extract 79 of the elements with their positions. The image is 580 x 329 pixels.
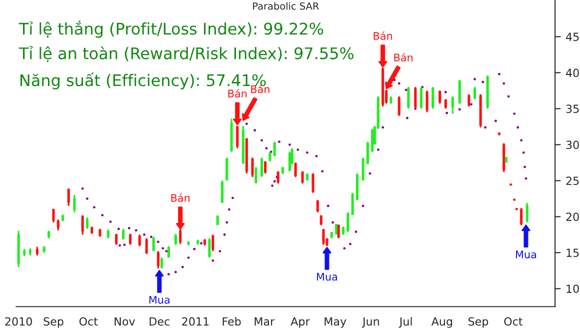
- x-tick-label: Aug: [431, 317, 452, 328]
- candlestick: [220, 180, 224, 204]
- x-tick-label: Oct: [504, 317, 523, 326]
- candlestick: [273, 140, 276, 157]
- candlestick: [322, 228, 325, 246]
- candlestick: [73, 194, 76, 214]
- candlestick: [337, 224, 340, 240]
- candlestick: [226, 156, 228, 182]
- candlestick: [294, 162, 297, 178]
- annotation: Bán: [251, 84, 270, 94]
- x-tick-label: Dec: [150, 317, 170, 326]
- candlestick: [156, 250, 160, 270]
- candlestick: [260, 156, 264, 178]
- candlestick: [67, 188, 70, 207]
- x-tick-label: 2011: [182, 317, 209, 326]
- candlestick: [138, 234, 141, 247]
- candlestick: [451, 96, 454, 115]
- annotation: Bán: [228, 88, 247, 98]
- candlestick: [52, 208, 55, 224]
- candlestick: [129, 233, 132, 246]
- candlestick: [160, 256, 163, 270]
- candlestick: [81, 214, 84, 236]
- x-tick-label: Feb: [222, 317, 241, 326]
- annotation: Bán: [394, 52, 413, 62]
- x-tick-label: Sep: [44, 317, 64, 328]
- candlestick: [371, 128, 374, 153]
- candlestick: [254, 166, 258, 184]
- candlestick: [362, 156, 364, 182]
- x-tick-label: Oct: [79, 317, 98, 326]
- chart-title: Parabolic SAR: [253, 2, 319, 10]
- annotation: Mua: [516, 250, 536, 258]
- x-tick-label: 2010: [5, 317, 32, 326]
- candlestick: [312, 172, 314, 194]
- y-tick-label: 40: [566, 68, 579, 78]
- candlestick: [301, 170, 304, 184]
- candlestick: [366, 140, 369, 165]
- candlestick: [264, 160, 267, 174]
- candlestick: [351, 192, 354, 216]
- y-tick-label: 30: [566, 140, 579, 150]
- candlestick: [86, 216, 89, 230]
- candlestick: [316, 199, 319, 214]
- y-tick-label: 35: [566, 104, 579, 114]
- candlestick: [56, 218, 60, 232]
- y-tick-label: 45: [566, 32, 579, 42]
- candlestick: [526, 202, 528, 224]
- candlestick: [438, 90, 442, 104]
- candlestick: [208, 237, 211, 259]
- candlestick: [398, 96, 400, 117]
- x-tick-label: Jul: [398, 317, 412, 328]
- candlestick: [122, 228, 125, 241]
- candlestick: [346, 211, 350, 233]
- x-tick-label: Nov: [114, 317, 135, 326]
- x-tick-label: Jun: [362, 317, 379, 328]
- candlestick: [520, 207, 523, 226]
- candlestick: [458, 79, 461, 104]
- y-tick-label: 25: [566, 176, 579, 186]
- annotation: Bán: [374, 31, 392, 40]
- candlestick: [320, 214, 322, 226]
- annotation: Tỉ lệ thắng (Profit/Loss Index): 99.22%: [18, 20, 324, 38]
- candlestick: [473, 86, 476, 100]
- x-tick-label: May: [324, 317, 346, 328]
- y-tick-label: 20: [566, 212, 579, 222]
- annotation: Tỉ lệ an toàn (Reward/Risk Index): 97.55%: [18, 46, 354, 62]
- candlestick: [145, 237, 148, 255]
- x-tick-label: Mar: [254, 317, 275, 326]
- y-tick-label: 10: [566, 284, 579, 294]
- y-tick-label: 15: [566, 248, 579, 258]
- candlestick: [426, 90, 428, 114]
- annotation: Bán: [171, 193, 190, 202]
- candlestick: [216, 214, 219, 226]
- candlestick: [251, 156, 254, 178]
- candlestick: [174, 233, 177, 246]
- x-tick-label: Apr: [290, 317, 310, 328]
- candlestick: [115, 233, 118, 246]
- annotation: Mua: [149, 296, 170, 304]
- candlestick: [288, 151, 292, 172]
- x-tick-label: Sep: [468, 317, 488, 328]
- candlestick: [212, 234, 214, 252]
- annotation: Mua: [317, 272, 338, 281]
